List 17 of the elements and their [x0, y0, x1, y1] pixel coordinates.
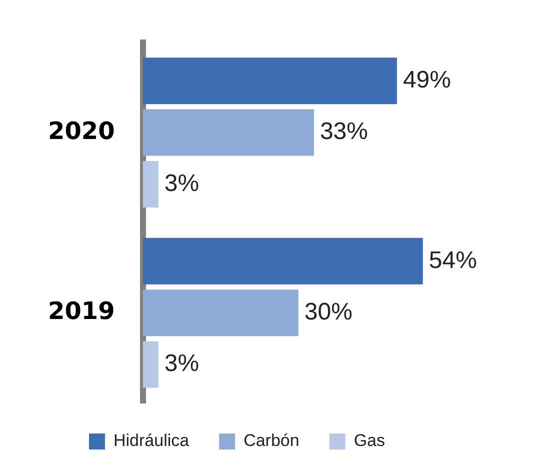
- data-label: 54%: [428, 246, 477, 274]
- bar: [142, 58, 397, 104]
- data-label: 33%: [320, 118, 368, 146]
- bar: [142, 160, 158, 208]
- data-label: 3%: [164, 350, 200, 378]
- data-label: 49%: [402, 66, 451, 94]
- data-label: 30%: [304, 298, 352, 326]
- bar: [142, 109, 314, 156]
- y-tick-label: 2019: [48, 297, 115, 326]
- y-tick-label: 2020: [48, 116, 115, 145]
- bar: [142, 238, 423, 284]
- bar: [142, 341, 158, 388]
- data-label: 3%: [164, 170, 200, 197]
- bar: [142, 290, 298, 336]
- legend-label: Gas: [354, 431, 386, 450]
- legend-label: Carbón: [244, 431, 300, 450]
- legend-label: Hidráulica: [113, 431, 190, 450]
